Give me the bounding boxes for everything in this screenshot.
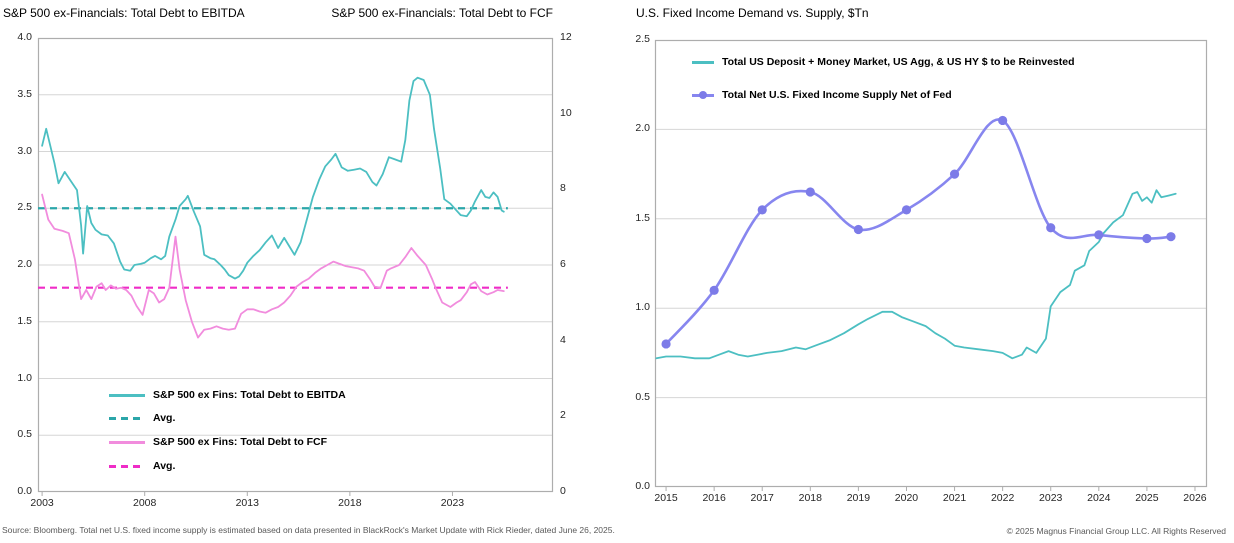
legend-item-fcf: S&P 500 ex Fins: Total Debt to FCF (109, 435, 327, 449)
legend-label: Total Net U.S. Fixed Income Supply Net o… (722, 89, 952, 101)
axis-tick-label: 2013 (235, 497, 259, 509)
axis-tick-label: 2.5 (17, 201, 32, 214)
axis-tick-label: 2024 (1087, 492, 1111, 504)
axis-tick-label: 2015 (654, 492, 678, 504)
source-note: Source: Bloomberg. Total net U.S. fixed … (2, 525, 615, 535)
ebitda-avg-swatch (109, 416, 145, 420)
axis-tick-label: 0.5 (17, 428, 32, 441)
supply-line-swatch (692, 91, 714, 99)
axis-tick-label: 8 (560, 182, 566, 195)
legend-label: S&P 500 ex Fins: Total Debt to FCF (153, 436, 328, 448)
legend-marker-dot (699, 91, 707, 99)
axis-tick-label: 2003 (30, 497, 54, 509)
axis-tick-label: 2018 (338, 497, 362, 509)
axis-tick-label: 4.0 (17, 31, 32, 43)
axis-tick-label: 2016 (702, 492, 726, 504)
left-chart-title-fcf: S&P 500 ex-Financials: Total Debt to FCF (331, 6, 553, 20)
axis-tick-label: 2017 (750, 492, 774, 504)
axis-tick-label: 0 (560, 485, 566, 497)
fcf-avg-swatch (109, 464, 145, 468)
left-chart-title-ebitda: S&P 500 ex-Financials: Total Debt to EBI… (3, 6, 245, 20)
axis-tick-label: 2023 (1039, 492, 1063, 504)
axis-tick-label: 2020 (894, 492, 919, 504)
axis-tick-label: 2023 (440, 497, 465, 509)
legend-label: S&P 500 ex Fins: Total Debt to EBITDA (153, 389, 346, 401)
axis-tick-label: 1.0 (635, 301, 650, 314)
axis-tick-label: 0.0 (17, 485, 32, 497)
axis-tick-label: 0.0 (635, 480, 650, 492)
axis-tick-label: 1.5 (635, 211, 650, 224)
copyright-note: © 2025 Magnus Financial Group LLC. All R… (1006, 526, 1226, 536)
fcf-line-swatch (109, 440, 145, 444)
axis-tick-label: 10 (560, 106, 572, 119)
axis-tick-label: 2.5 (635, 33, 650, 45)
axis-tick-label: 3.0 (17, 144, 32, 157)
legend-item-supply: Total Net U.S. Fixed Income Supply Net o… (692, 88, 952, 102)
legend-label: Total US Deposit + Money Market, US Agg,… (722, 56, 1075, 68)
axis-tick-label: 12 (560, 31, 572, 43)
demand-supply-plot (654, 39, 1208, 491)
axis-tick-label: 6 (560, 258, 566, 270)
debt-chart-plot (37, 37, 554, 496)
axis-tick-label: 2019 (846, 492, 871, 504)
legend-label: Avg. (153, 460, 176, 472)
legend-item-demand: Total US Deposit + Money Market, US Agg,… (692, 55, 1075, 69)
axis-tick-label: 2.0 (635, 122, 650, 135)
right-chart-title: U.S. Fixed Income Demand vs. Supply, $Tn (636, 6, 869, 20)
axis-tick-label: 2018 (798, 492, 822, 504)
axis-tick-label: 1.0 (17, 371, 32, 384)
legend-item-ebitda: S&P 500 ex Fins: Total Debt to EBITDA (109, 388, 346, 402)
demand-line-swatch (692, 60, 714, 64)
axis-tick-label: 2 (560, 409, 566, 422)
axis-tick-label: 1.5 (17, 314, 32, 327)
axis-tick-label: 4 (560, 333, 566, 346)
axis-tick-label: 2025 (1135, 492, 1159, 504)
axis-tick-label: 3.5 (17, 87, 32, 100)
legend-label: Avg. (153, 412, 176, 424)
axis-tick-label: 2008 (133, 497, 157, 509)
ebitda-line-swatch (109, 393, 145, 397)
axis-tick-label: 2022 (990, 492, 1015, 504)
axis-tick-label: 2021 (942, 492, 967, 504)
axis-tick-label: 2.0 (17, 258, 32, 270)
axis-tick-label: 0.5 (635, 390, 650, 403)
legend-item-ebitda-avg: Avg. (109, 411, 175, 425)
legend-item-fcf-avg: Avg. (109, 459, 175, 473)
axis-tick-label: 2026 (1183, 492, 1207, 504)
